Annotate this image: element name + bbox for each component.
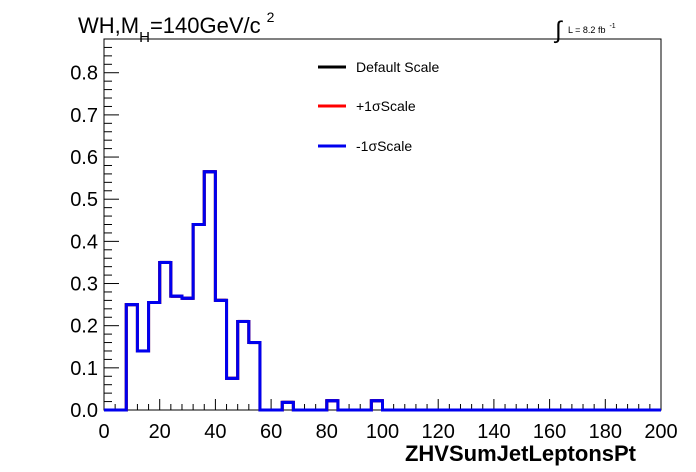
x-tick-label: 140 [477, 421, 510, 443]
lumi-text: L = 8.2 fb [568, 25, 605, 35]
chart-title: WH,MH=140GeV/c 2 [78, 9, 275, 46]
x-tick-label: 160 [533, 421, 566, 443]
x-tick-label: 20 [149, 421, 171, 443]
x-tick-label: 100 [366, 421, 399, 443]
svg-text:L = 8.2 fb-1: L = 8.2 fb -1 [568, 23, 616, 35]
title-superscript: 2 [267, 9, 275, 25]
series-line-minus1sigma-scale [104, 170, 661, 412]
x-axis-label: ZHVSumJetLeptonsPt [405, 441, 637, 466]
x-tick-label: 120 [422, 421, 455, 443]
x-tick-label: 60 [260, 421, 282, 443]
lumi-superscript: -1 [609, 23, 615, 30]
y-tick-label: 0.3 [70, 274, 98, 296]
y-tick-label: 0.2 [70, 316, 98, 338]
series-default-scale [104, 170, 661, 412]
y-tick-label: 0.0 [70, 400, 98, 422]
title-rest: =140GeV/c [150, 13, 261, 38]
x-axis: 0 20 40 60 80 100 120 140 160 180 200 [98, 399, 678, 443]
legend-label-default: Default Scale [356, 59, 439, 75]
y-tick-label: 0.7 [70, 105, 98, 127]
y-tick-label: 0.4 [70, 231, 98, 253]
legend-label-plus1sigma: +1σScale [356, 98, 416, 114]
y-tick-label: 0.5 [70, 189, 98, 211]
y-tick-label: 0.1 [70, 358, 98, 380]
series-line-default-scale [104, 170, 661, 412]
x-tick-label: 80 [316, 421, 338, 443]
legend: Default Scale +1σScale -1σScale [318, 59, 439, 154]
series-layer [104, 170, 661, 412]
series-plus1sigma-scale [104, 170, 661, 412]
lumi-label: ∫ L = 8.2 fb -1 [553, 17, 616, 44]
y-tick-label: 0.6 [70, 147, 98, 169]
plot-frame [103, 38, 662, 411]
x-tick-label: 180 [589, 421, 622, 443]
x-tick-label: 0 [98, 421, 109, 443]
y-tick-label: 0.8 [70, 63, 98, 85]
x-tick-label: 40 [204, 421, 226, 443]
title-main: WH,M [78, 13, 139, 38]
title-subscript: H [139, 29, 150, 46]
x-tick-label: 200 [644, 421, 677, 443]
series-minus1sigma-scale [104, 170, 661, 412]
integral-sign-icon: ∫ [553, 17, 563, 44]
legend-label-minus1sigma: -1σScale [356, 138, 412, 154]
y-axis: 0.0 0.1 0.2 0.3 0.4 0.5 0.6 0.7 0.8 [70, 38, 119, 422]
series-line-plus1sigma-scale [104, 170, 661, 412]
